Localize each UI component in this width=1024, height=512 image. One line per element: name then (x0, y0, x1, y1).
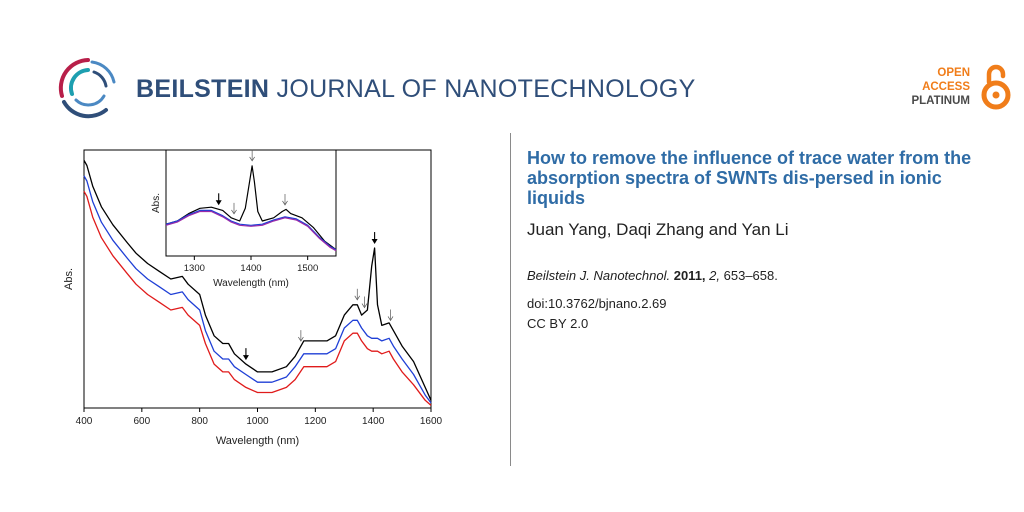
journal-name-rest: JOURNAL OF NANOTECHNOLOGY (269, 75, 696, 103)
main-chart-y-axis-label: Abs. (63, 268, 75, 290)
journal-name-bold: BEILSTEIN (136, 75, 270, 103)
main-chart-x-tick-label: 1400 (362, 416, 385, 427)
article-info: How to remove the influence of trace wat… (527, 148, 987, 332)
absorption-spectra-chart: 400 600 800 1000 1200 1400 1600 Wavelength (nm)… (63, 149, 443, 447)
open-access-badge: OPEN ACCESS PLATINUM (871, 64, 1016, 116)
main-chart-peak-arrow-3-head (354, 295, 361, 301)
inset-chart-peak-arrow-3-head (249, 156, 255, 162)
article-title[interactable]: How to remove the influence of trace wat… (527, 148, 972, 208)
article-license[interactable]: CC BY 2.0 (527, 316, 589, 331)
oa-line-platinum: PLATINUM (911, 95, 970, 107)
inset-chart-y-axis-label: Abs. (151, 193, 162, 213)
oa-line-open: OPEN (937, 67, 970, 79)
graphical-abstract-figure: 400 600 800 1000 1200 1400 1600 Wavelength (nm)… (44, 140, 454, 460)
main-chart-x-tick-label: 1200 (304, 416, 327, 427)
journal-header: BEILSTEIN JOURNAL OF NANOTECHNOLOGY OPEN… (56, 56, 1016, 126)
citation-pages: 653–658. (723, 268, 778, 283)
main-chart-x-tick-label: 800 (191, 416, 208, 427)
main-chart-peak-arrow-5-head (371, 239, 378, 245)
inset-chart-x-tick-label: 1400 (240, 263, 261, 274)
inset-chart-x-tick-label: 1300 (184, 263, 205, 274)
citation-year: 2011, (673, 268, 706, 283)
citation-volume: 2, (709, 268, 721, 283)
inset-chart-series-line-2 (165, 209, 337, 251)
open-lock-icon (981, 64, 1011, 110)
main-chart-series-line-2 (83, 175, 432, 404)
main-chart-peak-arrow-1-head (242, 355, 249, 361)
article-doi[interactable]: doi:10.3762/bjnano.2.69 (527, 296, 667, 311)
main-chart-x-axis-label: Wavelength (nm) (216, 435, 299, 447)
main-chart-peak-arrow-6-head (387, 316, 394, 322)
inset-chart-peak-arrow-4-head (282, 200, 288, 206)
journal-name: BEILSTEIN JOURNAL OF NANOTECHNOLOGY (136, 75, 696, 104)
vertical-divider (510, 133, 511, 466)
oa-line-access: ACCESS (922, 81, 970, 93)
main-chart-peak-arrow-4-head (361, 303, 368, 309)
main-chart-series-line-3 (83, 190, 432, 406)
inset-chart-x-tick-label: 1500 (297, 263, 318, 274)
inset-chart-x-axis-label: Wavelength (nm) (213, 278, 289, 289)
main-chart-x-tick-label: 1000 (246, 416, 269, 427)
inset-chart-peak-arrow-2-head (231, 209, 237, 215)
journal-logo-icon (58, 58, 116, 119)
main-chart-x-tick-label: 1600 (420, 416, 443, 427)
inset-chart-series-line-1 (165, 165, 337, 251)
main-chart-x-tick-label: 600 (133, 416, 150, 427)
main-chart-peak-arrow-2-head (298, 336, 304, 342)
inset-chart-series-line-3 (165, 210, 337, 252)
main-chart-x-tick-label: 400 (76, 416, 93, 427)
article-authors: Juan Yang, Daqi Zhang and Yan Li (527, 220, 789, 239)
journal-abbrev: Beilstein J. Nanotechnol. (527, 268, 671, 283)
open-access-text: OPEN ACCESS PLATINUM (911, 66, 970, 108)
article-citation: Beilstein J. Nanotechnol. 2011, 2, 653–6… (527, 268, 987, 284)
main-chart-series-line-1 (83, 159, 432, 401)
inset-chart-plot-frame (165, 149, 337, 257)
inset-chart-peak-arrow-1-head (215, 200, 222, 206)
